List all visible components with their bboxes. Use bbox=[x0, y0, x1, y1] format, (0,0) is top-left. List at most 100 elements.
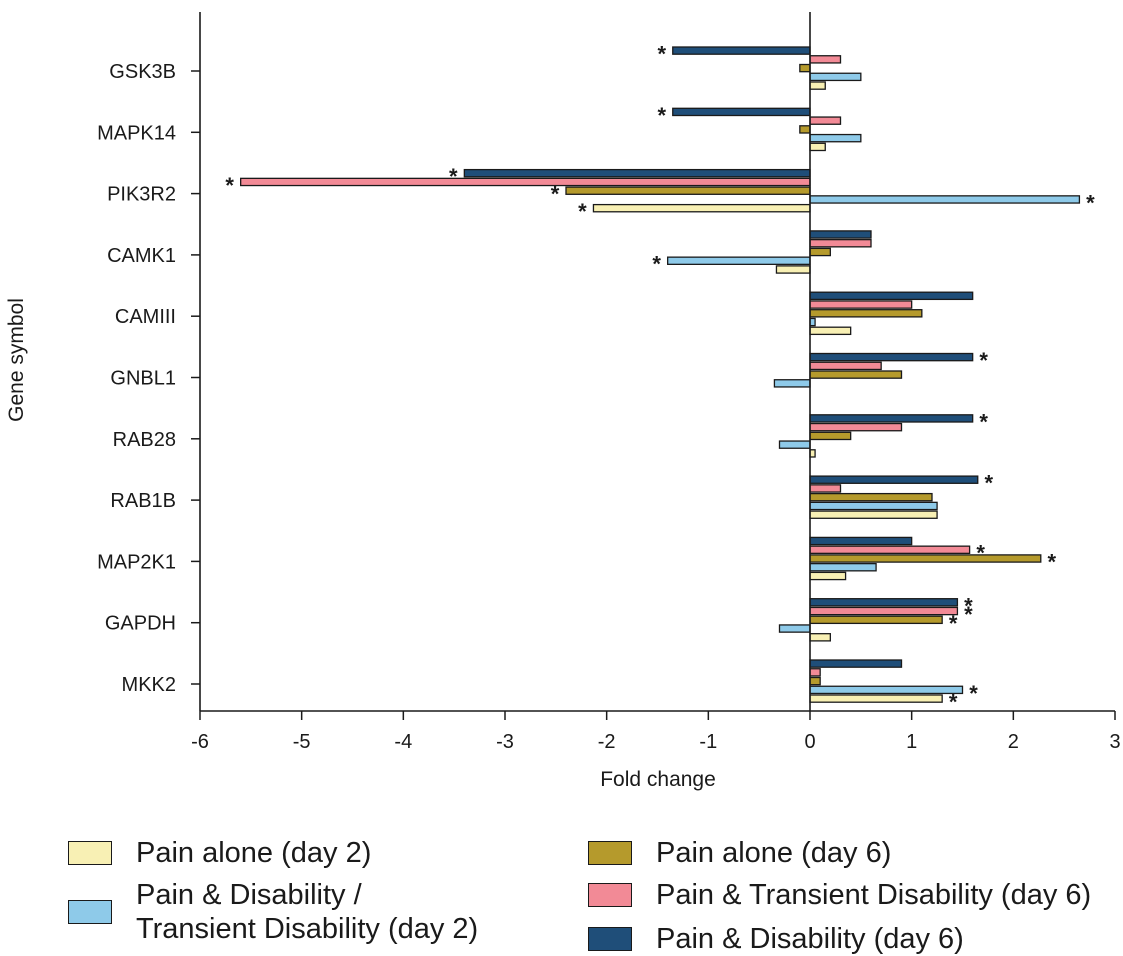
legend-swatch bbox=[68, 841, 112, 865]
bar-mapk14-pain-alone-day-6 bbox=[799, 125, 811, 134]
y-tick-label: RAB1B bbox=[110, 490, 176, 512]
bar-gapdh-pain-disability-day-6 bbox=[809, 598, 959, 607]
bar-gapdh-pain-alone-day-6 bbox=[809, 615, 943, 625]
y-tick-label: GNBL1 bbox=[110, 368, 176, 390]
significance-marker: * bbox=[1086, 190, 1095, 215]
y-tick-label: CAMK1 bbox=[107, 245, 176, 267]
bar-rab1b-pain-transient-disability-day-6 bbox=[809, 484, 842, 493]
legend-item-pain-disability-transient-day2: Pain & Disability / Transient Disability… bbox=[68, 878, 478, 946]
legend-item-pain-alone-day2: Pain alone (day 2) bbox=[68, 836, 371, 870]
y-tick-label: GAPDH bbox=[105, 613, 176, 635]
bar-gsk3b-pain-alone-day-6 bbox=[799, 63, 811, 73]
significance-marker: * bbox=[657, 103, 666, 128]
axes-layer bbox=[191, 12, 1116, 720]
significance-marker: * bbox=[964, 602, 973, 627]
x-tick-label: -2 bbox=[598, 731, 616, 753]
bar-gapdh-pain-alone-day-2 bbox=[809, 633, 831, 642]
significance-marker: * bbox=[949, 611, 958, 636]
bar-mkk2-pain-disability-transient-disability-day-2 bbox=[809, 685, 964, 695]
x-tick-label: 3 bbox=[1109, 731, 1120, 753]
bar-gsk3b-pain-disability-day-6 bbox=[672, 46, 811, 55]
bar-camk1-pain-alone-day-2 bbox=[775, 265, 811, 274]
legend-label-line1: Pain & Disability / bbox=[136, 879, 362, 911]
x-tick-label: -4 bbox=[394, 731, 412, 753]
bar-mkk2-pain-alone-day-2 bbox=[809, 694, 943, 703]
bar-gnbl1-pain-disability-transient-disability-day-2 bbox=[773, 379, 811, 388]
y-tick-label: RAB28 bbox=[113, 429, 176, 451]
legend-label: Pain alone (day 2) bbox=[136, 837, 372, 869]
labels-layer: *GSK3B*MAPK14** * **PIK3R2*CAMK1CAMIII*GNB… bbox=[97, 42, 1121, 753]
x-tick-label: -5 bbox=[293, 731, 311, 753]
bar-camk1-pain-disability-transient-disability-day-2 bbox=[667, 256, 811, 265]
x-tick-label: -6 bbox=[191, 731, 209, 753]
fold-change-bar-chart: *GSK3B*MAPK14** * **PIK3R2*CAMK1CAMIII*GNB… bbox=[5, 12, 1121, 791]
legend-label: Pain & Disability (day 6) bbox=[656, 923, 964, 955]
bar-map2k1-pain-transient-disability-day-6 bbox=[809, 545, 971, 554]
y-tick-label: GSK3B bbox=[109, 61, 176, 83]
legend-label: Pain & Disability / Transient Disability… bbox=[136, 878, 478, 946]
significance-marker: * bbox=[984, 471, 993, 496]
x-tick-label: 0 bbox=[804, 731, 815, 753]
legend-item-pain-disability-day6: Pain & Disability (day 6) bbox=[588, 922, 964, 956]
legend-label: Pain & Transient Disability (day 6) bbox=[656, 879, 1092, 911]
legend-swatch bbox=[588, 927, 632, 951]
bar-map2k1-pain-disability-transient-disability-day-2 bbox=[809, 562, 877, 572]
bar-gapdh-pain-transient-disability-day-6 bbox=[809, 606, 959, 616]
y-tick-label: MKK2 bbox=[122, 674, 176, 696]
significance-marker: * bbox=[979, 409, 988, 434]
bar-mapk14-pain-alone-day-2 bbox=[809, 142, 826, 152]
y-axis-title: Gene symbol bbox=[5, 298, 28, 422]
y-tick-label: MAP2K1 bbox=[97, 551, 176, 573]
bar-gnbl1-pain-transient-disability-day-6 bbox=[809, 361, 882, 371]
bar-mapk14-pain-transient-disability-day-6 bbox=[809, 116, 842, 125]
bar-pik3r2-pain-disability-day-6 bbox=[463, 168, 811, 178]
bar-map2k1-pain-alone-day-2 bbox=[809, 571, 847, 581]
significance-marker: * bbox=[449, 164, 458, 189]
significance-marker: * bbox=[225, 173, 234, 198]
bar-map2k1-pain-disability-day-6 bbox=[809, 536, 913, 546]
bar-camk1-pain-disability-day-6 bbox=[809, 230, 872, 239]
bar-pik3r2-pain-disability-transient-disability-day-2 bbox=[809, 195, 1081, 204]
x-tick-label: 1 bbox=[906, 731, 917, 753]
bar-gsk3b-pain-transient-disability-day-6 bbox=[809, 55, 842, 64]
significance-marker: * bbox=[657, 42, 666, 67]
bar-mapk14-pain-disability-transient-disability-day-2 bbox=[809, 133, 862, 143]
x-tick-label: 2 bbox=[1008, 731, 1019, 753]
legend-item-pain-transient-disability-day6: Pain & Transient Disability (day 6) bbox=[588, 878, 1091, 912]
bar-gsk3b-pain-disability-transient-disability-day-2 bbox=[809, 72, 862, 82]
legend-swatch bbox=[68, 900, 112, 924]
bar-rab1b-pain-alone-day-6 bbox=[809, 492, 933, 502]
bar-camiii-pain-transient-disability-day-6 bbox=[809, 300, 913, 309]
bar-pik3r2-pain-alone-day-2 bbox=[592, 203, 811, 213]
significance-marker: * bbox=[976, 541, 985, 566]
bar-rab1b-pain-disability-day-6 bbox=[809, 475, 979, 484]
bar-mkk2-pain-transient-disability-day-6 bbox=[809, 668, 821, 677]
significance-marker: * bbox=[979, 348, 988, 373]
bar-rab1b-pain-disability-transient-disability-day-2 bbox=[809, 501, 938, 511]
bar-gsk3b-pain-alone-day-2 bbox=[809, 81, 826, 90]
x-tick-label: -1 bbox=[699, 731, 717, 753]
bar-mkk2-pain-disability-day-6 bbox=[809, 659, 903, 668]
significance-marker: * bbox=[1048, 549, 1057, 574]
x-tick-label: -3 bbox=[496, 731, 514, 753]
bar-rab28-pain-transient-disability-day-6 bbox=[809, 422, 903, 432]
bars-layer bbox=[240, 46, 1081, 703]
y-tick-label: CAMIII bbox=[115, 306, 176, 328]
significance-marker: * bbox=[578, 199, 587, 224]
bar-camiii-pain-alone-day-6 bbox=[809, 309, 923, 318]
significance-marker: * bbox=[551, 182, 560, 207]
significance-marker: * bbox=[964, 593, 973, 618]
legend-label-line2: Transient Disability (day 2) bbox=[136, 913, 479, 945]
bar-camk1-pain-transient-disability-day-6 bbox=[809, 238, 872, 248]
y-tick-label: MAPK14 bbox=[97, 122, 176, 144]
legend-swatch bbox=[588, 883, 632, 907]
legend-item-pain-alone-day6: Pain alone (day 6) bbox=[588, 836, 891, 870]
bar-camiii-pain-disability-day-6 bbox=[809, 291, 974, 301]
bar-camiii-pain-alone-day-2 bbox=[809, 326, 852, 336]
bar-pik3r2-pain-transient-disability-day-6 bbox=[240, 177, 811, 187]
bar-gapdh-pain-disability-transient-disability-day-2 bbox=[778, 624, 811, 633]
bar-rab1b-pain-alone-day-2 bbox=[809, 510, 938, 519]
legend-swatch bbox=[588, 841, 632, 865]
significance-marker: * bbox=[969, 681, 978, 706]
significance-marker: * bbox=[652, 252, 661, 277]
